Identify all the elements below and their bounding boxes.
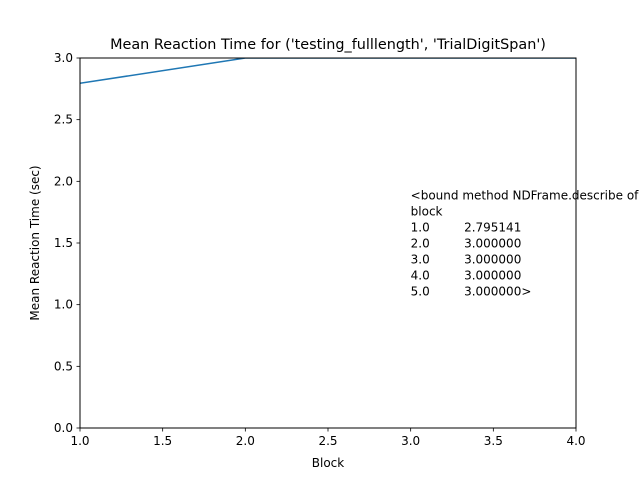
series-line-0 [80, 58, 576, 85]
annotation-line: 2.0 3.000000 [411, 237, 522, 251]
y-tick-label: 3.0 [54, 51, 73, 65]
y-tick-label: 1.0 [54, 298, 73, 312]
series-layer [80, 58, 576, 85]
y-tick-label: 2.5 [54, 113, 73, 127]
annotation-line: 1.0 2.795141 [411, 221, 522, 235]
chart-title: Mean Reaction Time for ('testing_fulllen… [110, 37, 546, 53]
annotation-line: 5.0 3.000000> [411, 285, 532, 299]
plot-area: 1.0 1.5 2.0 2.5 3.0 3.5 4.0 0.0 0.5 1.0 1.5 2.0 2.5… [54, 51, 586, 448]
y-tick-label: 0.5 [54, 359, 73, 373]
y-tick-label: 2.0 [54, 174, 73, 188]
plot-frame [79, 57, 577, 429]
annotation-line: 4.0 3.000000 [411, 269, 522, 283]
describe-output-annotation: <bound method NDFrame.describe of block 1.… [411, 189, 640, 299]
annotation-line: <bound method NDFrame.describe of [411, 189, 640, 203]
y-tick-label: 1.5 [54, 236, 73, 250]
x-tick-label: 1.0 [70, 434, 89, 448]
x-tick-label: 1.5 [153, 434, 172, 448]
y-tick-label: 0.0 [54, 421, 73, 435]
annotation-line: 3.0 3.000000 [411, 253, 522, 267]
y-axis-ticks: 0.0 0.5 1.0 1.5 2.0 2.5 3.0 [54, 51, 80, 435]
annotation-line: block [411, 205, 443, 219]
x-axis-ticks: 1.0 1.5 2.0 2.5 3.0 3.5 4.0 [70, 428, 586, 448]
x-tick-label: 2.0 [236, 434, 255, 448]
y-axis-label: Mean Reaction Time (sec) [28, 165, 42, 320]
x-tick-label: 2.5 [318, 434, 337, 448]
x-axis-label: Block [312, 456, 345, 470]
x-tick-label: 3.0 [401, 434, 420, 448]
x-tick-label: 4.0 [566, 434, 585, 448]
x-tick-label: 3.5 [484, 434, 503, 448]
